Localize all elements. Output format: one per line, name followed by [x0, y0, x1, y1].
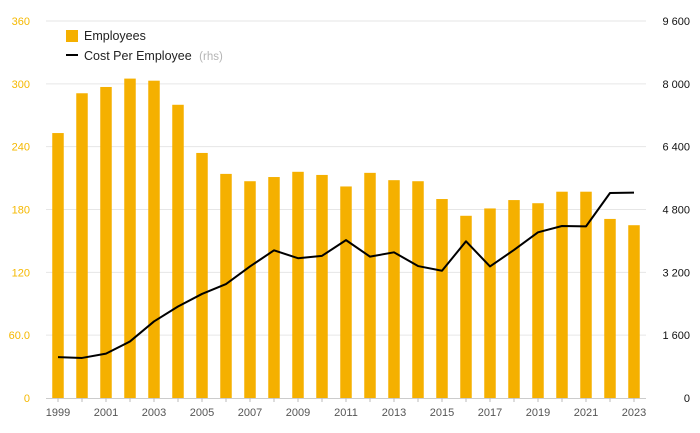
x-tick-label: 2019 — [526, 407, 550, 419]
legend-cost-label: Cost Per Employee (rhs) — [84, 49, 223, 63]
employees-bar — [340, 186, 352, 398]
employees-bar — [148, 80, 160, 399]
employees-bar — [508, 200, 520, 398]
x-tick-label: 2023 — [622, 407, 646, 419]
employees-bar — [412, 181, 424, 398]
cost-per-employee-line-group — [57, 191, 635, 359]
employees-bar — [364, 172, 376, 398]
employees-bar — [604, 218, 616, 398]
employees-bar — [292, 171, 304, 398]
employees-bar — [484, 208, 496, 398]
legend: Employees Cost Per Employee (rhs) — [66, 29, 223, 63]
legend-employees-label: Employees — [84, 29, 146, 43]
left-axis-ticks: 0 60.0 120 180 240 300 360 — [9, 16, 30, 405]
employees-bar — [556, 191, 568, 398]
legend-employees-swatch — [66, 30, 78, 42]
employees-bar — [244, 181, 256, 398]
x-tick-label: 2003 — [142, 407, 166, 419]
employees-bar — [100, 86, 112, 398]
right-tick-label: 6 400 — [662, 142, 690, 154]
right-tick-label: 0 — [684, 393, 690, 405]
left-tick-label: 0 — [24, 393, 30, 405]
legend-cost-note: (rhs) — [199, 51, 223, 63]
left-tick-label: 240 — [12, 142, 30, 154]
x-tick-label: 2009 — [286, 407, 310, 419]
right-tick-label: 1 600 — [662, 330, 690, 342]
employees-bar — [532, 203, 544, 398]
employees-bar — [124, 78, 136, 398]
left-tick-label: 360 — [12, 16, 30, 28]
employees-bar — [196, 152, 208, 398]
employees-bar — [628, 225, 640, 398]
x-tick-label: 2011 — [334, 407, 358, 419]
employees-bars — [52, 78, 640, 399]
left-tick-label: 300 — [12, 79, 30, 91]
x-tick-label: 2007 — [238, 407, 262, 419]
employees-bar — [436, 199, 448, 398]
x-tick-label: 2021 — [574, 407, 598, 419]
cost-per-employee-line — [57, 191, 635, 359]
left-tick-label: 120 — [12, 267, 30, 279]
employees-bar — [172, 104, 184, 399]
x-tick-label: 2013 — [382, 407, 406, 419]
employees-bar — [220, 173, 232, 398]
employees-bar — [52, 133, 64, 398]
right-tick-label: 8 000 — [662, 79, 690, 91]
employees-bar — [76, 93, 88, 398]
x-axis: 1999 2001 2003 2005 2007 2009 2011 2013 2015 2017… — [46, 398, 646, 419]
x-tick-label: 2015 — [430, 407, 454, 419]
legend-cost-name: Cost Per Employee — [84, 49, 192, 63]
left-tick-label: 60.0 — [9, 330, 30, 342]
employees-bar — [388, 180, 400, 398]
right-tick-label: 3 200 — [662, 267, 690, 279]
right-tick-label: 9 600 — [662, 16, 690, 28]
employees-bar — [580, 191, 592, 398]
x-tick-label: 2005 — [190, 407, 214, 419]
x-tick-label: 2017 — [478, 407, 502, 419]
employees-bar — [268, 177, 280, 398]
left-tick-label: 180 — [12, 205, 30, 217]
right-axis-ticks: 0 1 600 3 200 4 800 6 400 8 000 9 600 — [662, 16, 690, 405]
x-tick-label: 2001 — [94, 407, 118, 419]
right-tick-label: 4 800 — [662, 205, 690, 217]
employees-bar — [316, 174, 328, 398]
employees-bar — [460, 215, 472, 398]
x-tick-label: 1999 — [46, 407, 70, 419]
